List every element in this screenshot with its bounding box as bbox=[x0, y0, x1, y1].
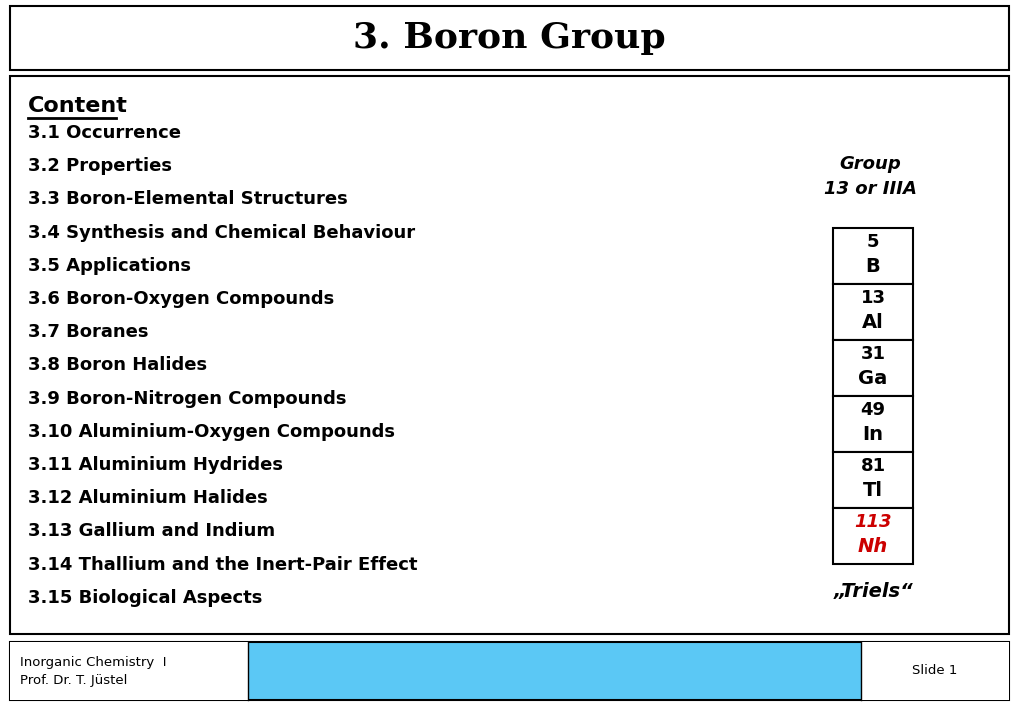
Text: Slide 1: Slide 1 bbox=[911, 664, 957, 678]
Bar bbox=[10, 642, 1008, 700]
Text: 3.8 Boron Halides: 3.8 Boron Halides bbox=[28, 357, 207, 374]
Text: Al: Al bbox=[861, 313, 883, 332]
Text: 3.14 Thallium and the Inert-Pair Effect: 3.14 Thallium and the Inert-Pair Effect bbox=[28, 556, 417, 573]
Bar bbox=[833, 396, 912, 452]
Text: 3.5 Applications: 3.5 Applications bbox=[28, 257, 191, 275]
Text: 3.7 Boranes: 3.7 Boranes bbox=[28, 323, 149, 341]
Text: 3.13 Gallium and Indium: 3.13 Gallium and Indium bbox=[28, 522, 275, 540]
Text: 3.2 Properties: 3.2 Properties bbox=[28, 157, 172, 175]
Text: 3.9 Boron-Nitrogen Compounds: 3.9 Boron-Nitrogen Compounds bbox=[28, 390, 346, 407]
Text: In: In bbox=[862, 424, 882, 443]
Bar bbox=[833, 340, 912, 396]
Text: 31: 31 bbox=[860, 345, 884, 363]
Text: 81: 81 bbox=[860, 457, 884, 475]
Text: Prof. Dr. T. Jüstel: Prof. Dr. T. Jüstel bbox=[20, 674, 127, 687]
Bar bbox=[833, 508, 912, 564]
Text: Content: Content bbox=[28, 96, 127, 116]
Text: Nh: Nh bbox=[857, 537, 888, 556]
Text: 3.6 Boron-Oxygen Compounds: 3.6 Boron-Oxygen Compounds bbox=[28, 290, 334, 308]
Text: 5: 5 bbox=[866, 233, 878, 251]
Text: 3.12 Aluminium Halides: 3.12 Aluminium Halides bbox=[28, 489, 268, 507]
Text: 3.4 Synthesis and Chemical Behaviour: 3.4 Synthesis and Chemical Behaviour bbox=[28, 224, 415, 241]
Text: 13: 13 bbox=[860, 289, 884, 307]
Bar bbox=[10, 76, 1008, 634]
Text: 3.1 Occurrence: 3.1 Occurrence bbox=[28, 124, 180, 142]
Bar bbox=[833, 228, 912, 284]
Text: 3. Boron Group: 3. Boron Group bbox=[353, 21, 665, 55]
Text: B: B bbox=[865, 256, 879, 275]
Text: 3.3 Boron-Elemental Structures: 3.3 Boron-Elemental Structures bbox=[28, 191, 347, 208]
Bar bbox=[10, 642, 248, 700]
Bar bbox=[833, 452, 912, 508]
Text: 49: 49 bbox=[860, 401, 884, 419]
Bar bbox=[10, 6, 1008, 70]
Bar bbox=[860, 642, 1008, 700]
Text: Group
13 or IIIA: Group 13 or IIIA bbox=[822, 155, 915, 198]
Text: Inorganic Chemistry  I: Inorganic Chemistry I bbox=[20, 656, 166, 669]
Text: 3.11 Aluminium Hydrides: 3.11 Aluminium Hydrides bbox=[28, 456, 282, 474]
Text: 3.10 Aluminium-Oxygen Compounds: 3.10 Aluminium-Oxygen Compounds bbox=[28, 423, 394, 441]
Text: 3.15 Biological Aspects: 3.15 Biological Aspects bbox=[28, 589, 262, 606]
Text: Ga: Ga bbox=[858, 369, 887, 388]
Text: 113: 113 bbox=[854, 513, 891, 531]
Text: „Triels“: „Triels“ bbox=[833, 582, 912, 601]
Bar bbox=[833, 284, 912, 340]
Text: Tl: Tl bbox=[862, 481, 882, 500]
